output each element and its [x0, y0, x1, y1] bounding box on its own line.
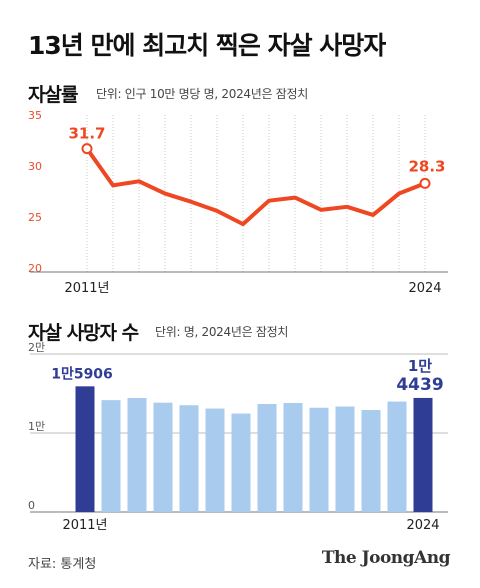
rate-x-tick-label: 2011년 [64, 281, 109, 296]
deaths-bar [387, 401, 407, 512]
bar-y-tick: 2만 [28, 341, 45, 354]
bar-x-tick-label: 2024 [406, 518, 439, 533]
rate-data-label: 28.3 [408, 157, 445, 175]
bar-x-tick-label: 2011년 [62, 518, 107, 533]
deaths-bar [361, 410, 381, 512]
deaths-bar [153, 402, 173, 512]
rate-chart-unit: 단위: 인구 10만 명당 명, 2024년은 잠정치 [96, 87, 308, 101]
deaths-chart-unit: 단위: 명, 2024년은 잠정치 [155, 325, 289, 339]
deaths-chart-title: 자살 사망자 수 [28, 322, 139, 344]
bar-y-tick: 1만 [28, 420, 45, 433]
rate-y-tick: 25 [28, 211, 42, 224]
deaths-bar [75, 386, 95, 512]
rate-y-tick: 35 [28, 109, 42, 122]
rate-chart-title: 자살률 [28, 84, 78, 106]
rate-data-label: 31.7 [68, 125, 105, 143]
rate-point-marker [419, 177, 431, 189]
deaths-data-label: 1만5906 [51, 366, 113, 382]
rate-y-tick: 30 [28, 160, 42, 173]
publisher-logo: The JoongAng [321, 548, 451, 568]
deaths-bar [335, 406, 355, 512]
deaths-bar [283, 402, 303, 512]
deaths-bar [231, 413, 251, 512]
rate-x-tick-label: 2024 [408, 281, 441, 296]
deaths-bar [101, 400, 121, 512]
rate-series-line [85, 146, 427, 227]
deaths-bar [257, 404, 277, 512]
bar-y-tick: 0 [28, 499, 35, 512]
deaths-data-label: 4439 [396, 375, 443, 395]
deaths-bar [413, 397, 433, 512]
deaths-data-label: 1만 [408, 357, 432, 375]
deaths-bar [179, 405, 199, 512]
rate-point-marker [81, 143, 93, 155]
deaths-bar [205, 408, 225, 512]
deaths-bar [309, 407, 329, 512]
main-title: 13년 만에 최고치 찍은 자살 사망자 [28, 31, 386, 60]
source-note: 자료: 통계청 [28, 557, 97, 572]
deaths-bar [127, 398, 147, 512]
